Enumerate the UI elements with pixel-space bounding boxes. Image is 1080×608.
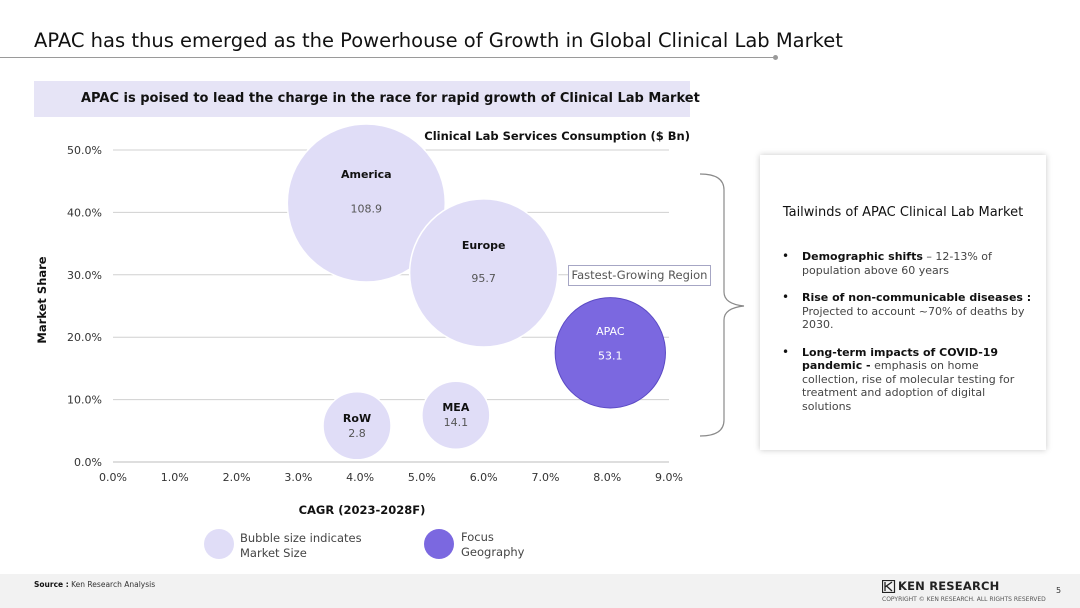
- bubble-europe: Europe 95.7: [408, 198, 559, 348]
- page-number: 5: [1056, 586, 1062, 595]
- y-tick-label: 30.0%: [67, 269, 102, 282]
- list-item: • Rise of non-communicable diseases : Pro…: [782, 290, 1032, 331]
- bubble-name-label: America: [341, 168, 392, 181]
- legend-bubble-size-label: Bubble size indicates Market Size: [240, 531, 362, 560]
- page-title: APAC has thus emerged as the Powerhouse …: [34, 29, 843, 52]
- bracket: [699, 173, 745, 437]
- x-tick-label: 8.0%: [593, 471, 621, 484]
- ken-research-logo: KEN RESEARCH: [882, 579, 1012, 593]
- legend-focus-swatch: [424, 529, 454, 559]
- bubble-name-label: RoW: [343, 412, 371, 425]
- source-note: Source : Ken Research Analysis: [34, 580, 156, 589]
- y-tick-label: 0.0%: [74, 456, 102, 469]
- x-tick-label: 3.0%: [284, 471, 312, 484]
- x-tick-label: 2.0%: [223, 471, 251, 484]
- bubble-apac: APAC 53.1: [554, 297, 666, 409]
- x-tick-label: 4.0%: [346, 471, 374, 484]
- y-tick-label: 20.0%: [67, 331, 102, 344]
- bubble-name-label: Europe: [462, 239, 506, 252]
- bubble-name-label: MEA: [442, 401, 469, 414]
- list-item: • Demographic shifts – 12-13% of populati…: [782, 249, 992, 277]
- footer: Source : Ken Research Analysis KEN RESEA…: [0, 574, 1080, 608]
- y-axis-label: Market Share: [35, 256, 49, 343]
- x-tick-label: 1.0%: [161, 471, 189, 484]
- bubble-circle: [322, 391, 392, 461]
- bubble-row: RoW 2.8: [322, 391, 392, 461]
- bubble-circle: [286, 123, 447, 283]
- subtitle-text: APAC is poised to lead the charge in the…: [81, 91, 700, 106]
- bubble-mea: MEA 14.1: [421, 380, 491, 450]
- title-divider-dot: [773, 55, 778, 60]
- list-item: • Long-term impacts of COVID-19 pandemic …: [782, 344, 1015, 413]
- bubble-circle: [554, 297, 666, 409]
- copyright-text: COPYRIGHT © KEN RESEARCH. ALL RIGHTS RES…: [882, 596, 1046, 603]
- fastest-growing-callout: Fastest-Growing Region: [568, 265, 711, 286]
- bubble-value-label: 2.8: [348, 427, 366, 440]
- bubble-chart: America 108.9 Europe 95.7 APAC 53.1 MEA 14.1 RoW…: [35, 123, 745, 517]
- x-axis-label: CAGR (2023-2028F): [299, 503, 426, 517]
- x-tick-label: 7.0%: [531, 471, 559, 484]
- bubbles: America 108.9 Europe 95.7 APAC 53.1 MEA 14.1 RoW…: [286, 123, 666, 461]
- chart-title: Clinical Lab Services Consumption ($ Bn): [424, 129, 690, 143]
- title-divider: [0, 57, 775, 58]
- x-tick-label: 6.0%: [470, 471, 498, 484]
- legend-focus-label: Focus Geography: [461, 530, 525, 559]
- legend-bubble-size-swatch: [204, 529, 234, 559]
- x-tick-label: 9.0%: [655, 471, 683, 484]
- tailwinds-panel: Tailwinds of APAC Clinical Lab Market • D…: [760, 155, 1046, 450]
- bubble-circle: [408, 198, 559, 348]
- y-tick-label: 50.0%: [67, 144, 102, 157]
- bubble-value-label: 108.9: [351, 203, 383, 216]
- y-tick-label: 10.0%: [67, 394, 102, 407]
- bubble-value-label: 53.1: [598, 349, 623, 362]
- x-tick-label: 0.0%: [99, 471, 127, 484]
- logo-k-icon: [882, 580, 896, 593]
- bubble-circle: [421, 380, 491, 450]
- subtitle-banner: APAC is poised to lead the charge in the…: [34, 81, 700, 117]
- x-tick-label: 5.0%: [408, 471, 436, 484]
- axis-ticks: 0.0% 10.0% 20.0% 30.0% 40.0% 50.0% 0.0% 1.0% 2.0…: [67, 144, 683, 484]
- tailwinds-list: • Demographic shifts – 12-13% of populati…: [782, 249, 1032, 427]
- bubble-value-label: 14.1: [444, 416, 469, 429]
- y-tick-label: 40.0%: [67, 206, 102, 219]
- bubble-america: America 108.9: [286, 123, 447, 283]
- bubble-value-label: 95.7: [471, 272, 496, 285]
- panel-title: Tailwinds of APAC Clinical Lab Market: [782, 205, 1024, 220]
- bubble-name-label: APAC: [596, 325, 625, 338]
